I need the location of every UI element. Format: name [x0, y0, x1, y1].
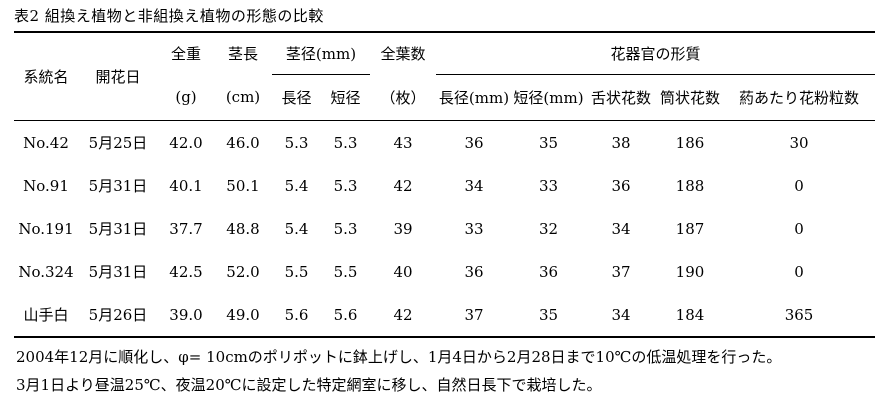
cell-tubular-flower-count: 187 — [675, 219, 705, 238]
cell-flower-short-diameter: 33 — [538, 176, 559, 195]
cell-ligulate-flower-count: 34 — [611, 305, 631, 324]
cell-flower-long-diameter: 34 — [464, 176, 484, 195]
cell-tubular-flower-count: 186 — [675, 133, 705, 152]
cell-flower-long-diameter: 36 — [464, 133, 484, 152]
cell-leaf-count: 42 — [393, 305, 413, 324]
header-floral-organ-group: 花器官の形質 — [436, 32, 876, 75]
cell-total-weight: 37.7 — [169, 219, 203, 238]
cell-leaf-count: 43 — [393, 133, 413, 152]
cell-line-name: No.324 — [18, 262, 74, 281]
cell-tubular-flower-count: 184 — [675, 305, 705, 324]
header-stem-length: 茎長 — [227, 45, 258, 64]
cell-ligulate-flower-count: 36 — [611, 176, 631, 195]
cell-stem-diameter-short: 5.3 — [333, 219, 358, 238]
cell-pollen-grains-per-anther: 365 — [784, 305, 814, 324]
header-stem-diameter-short: 短径 — [321, 74, 370, 121]
cell-stem-diameter-short: 5.5 — [333, 262, 358, 281]
cell-stem-diameter-long: 5.4 — [284, 176, 309, 195]
cell-leaf-count: 40 — [393, 262, 413, 281]
header-tubular-flower-count: 筒状花数 — [657, 74, 723, 121]
cell-leaf-count: 42 — [393, 176, 413, 195]
cell-total-weight: 42.0 — [169, 133, 203, 152]
cell-line-name: No.91 — [23, 176, 69, 195]
cell-pollen-grains-per-anther: 0 — [794, 176, 804, 195]
header-leaf-count-unit: （枚） — [370, 74, 436, 121]
table-row: No.91 5月31日 40.1 50.1 5.4 5.3 42 34 33 3… — [14, 164, 875, 207]
cell-tubular-flower-count: 190 — [675, 262, 705, 281]
cell-flowering-date: 5月31日 — [88, 263, 148, 281]
header-flower-short-diameter: 短径(mm) — [512, 74, 585, 121]
cell-line-name: 山手白 — [23, 306, 69, 324]
cell-stem-length: 48.8 — [226, 219, 260, 238]
cell-ligulate-flower-count: 38 — [611, 133, 631, 152]
cell-line-name: No.191 — [18, 219, 74, 238]
table-row: 山手白 5月26日 39.0 49.0 5.6 5.6 42 37 35 34 … — [14, 293, 875, 337]
header-stem-length-unit: (cm) — [214, 74, 272, 121]
cell-stem-diameter-short: 5.3 — [333, 176, 358, 195]
cell-flower-short-diameter: 36 — [538, 262, 559, 281]
cell-stem-diameter-long: 5.5 — [284, 262, 309, 281]
table-caption: 表2 組換え植物と非組換え植物の形態の比較 — [14, 7, 324, 25]
cell-flower-long-diameter: 37 — [464, 305, 484, 324]
header-ligulate-flower-count: 舌状花数 — [585, 74, 657, 121]
header-total-weight: 全重 — [170, 45, 201, 64]
cell-total-weight: 40.1 — [169, 176, 203, 195]
cell-ligulate-flower-count: 34 — [611, 219, 631, 238]
cell-pollen-grains-per-anther: 0 — [794, 219, 804, 238]
header-leaf-count: 全葉数 — [380, 45, 426, 64]
table-row: No.42 5月25日 42.0 46.0 5.3 5.3 43 36 35 3… — [14, 121, 875, 165]
header-row-2: (g) (cm) 長径 短径 （枚） 長径(mm) 短径(mm) 舌状花数 筒状… — [14, 74, 876, 121]
table-body: No.42 5月25日 42.0 46.0 5.3 5.3 43 36 35 3… — [14, 121, 875, 338]
cell-flower-long-diameter: 36 — [464, 262, 484, 281]
header-total-weight-unit: (g) — [158, 74, 214, 121]
cell-flower-short-diameter: 35 — [538, 305, 559, 324]
cell-stem-diameter-long: 5.4 — [284, 219, 309, 238]
cell-flower-long-diameter: 33 — [464, 219, 484, 238]
cell-total-weight: 39.0 — [169, 305, 203, 324]
cell-stem-diameter-long: 5.6 — [284, 305, 309, 324]
cell-pollen-grains-per-anther: 0 — [794, 262, 804, 281]
cell-stem-length: 49.0 — [226, 305, 260, 324]
comparison-table: 系統名 開花日 全重 茎長 茎径(mm) 全葉数 花器官の形質 (g) (cm)… — [14, 31, 876, 338]
header-stem-diameter-long: 長径 — [272, 74, 321, 121]
footnote-line-1: 2004年12月に順化し、φ= 10cmのポリポットに鉢上げし、1月4日から2月… — [16, 348, 782, 366]
footnote-line-2: 3月1日より昼温25℃、夜温20℃に設定した特定網室に移し、自然日長下で栽培した… — [16, 376, 602, 394]
cell-stem-diameter-long: 5.3 — [284, 133, 309, 152]
cell-total-weight: 42.5 — [169, 262, 203, 281]
table-footnotes: 2004年12月に順化し、φ= 10cmのポリポットに鉢上げし、1月4日から2月… — [16, 343, 877, 399]
cell-flowering-date: 5月26日 — [88, 306, 148, 324]
cell-pollen-grains-per-anther: 30 — [789, 133, 809, 152]
cell-stem-length: 52.0 — [226, 262, 260, 281]
cell-stem-length: 46.0 — [226, 133, 260, 152]
cell-flowering-date: 5月31日 — [88, 220, 148, 238]
cell-leaf-count: 39 — [393, 219, 413, 238]
header-flower-long-diameter: 長径(mm) — [436, 74, 512, 121]
header-pollen-grains-per-anther: 葯あたり花粉粒数 — [723, 74, 876, 121]
cell-flower-short-diameter: 35 — [538, 133, 559, 152]
cell-flower-short-diameter: 32 — [538, 219, 559, 238]
header-stem-diameter-group: 茎径(mm) — [272, 32, 370, 75]
table-row: No.324 5月31日 42.5 52.0 5.5 5.5 40 36 36 … — [14, 250, 875, 293]
header-line-name: 系統名 — [14, 32, 78, 121]
cell-tubular-flower-count: 188 — [675, 176, 705, 195]
cell-stem-diameter-short: 5.3 — [333, 133, 358, 152]
table-header: 系統名 開花日 全重 茎長 茎径(mm) 全葉数 花器官の形質 (g) (cm)… — [14, 32, 876, 121]
cell-stem-length: 50.1 — [226, 176, 260, 195]
header-flowering-date: 開花日 — [78, 32, 158, 121]
cell-line-name: No.42 — [23, 133, 69, 152]
cell-flowering-date: 5月25日 — [88, 134, 148, 152]
cell-ligulate-flower-count: 37 — [611, 262, 631, 281]
table-row: No.191 5月31日 37.7 48.8 5.4 5.3 39 33 32 … — [14, 207, 875, 250]
header-row-1: 系統名 開花日 全重 茎長 茎径(mm) 全葉数 花器官の形質 — [14, 32, 876, 121]
cell-stem-diameter-short: 5.6 — [333, 305, 358, 324]
cell-flowering-date: 5月31日 — [88, 177, 148, 195]
